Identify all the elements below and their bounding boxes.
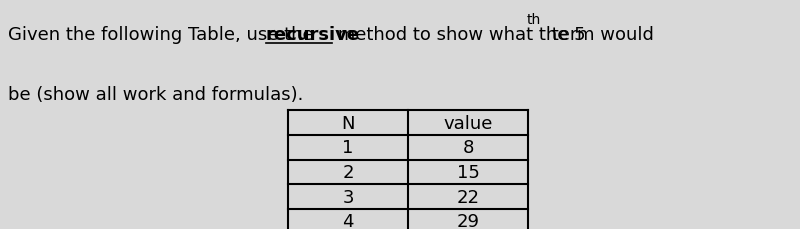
Text: 4: 4	[342, 213, 354, 229]
Text: N: N	[342, 114, 354, 132]
Text: 15: 15	[457, 163, 479, 181]
Text: 22: 22	[457, 188, 479, 206]
Text: 1: 1	[342, 139, 354, 157]
Text: 3: 3	[342, 188, 354, 206]
Text: 29: 29	[457, 213, 479, 229]
Text: method to show what the 5: method to show what the 5	[332, 26, 586, 44]
Text: recursive: recursive	[266, 26, 360, 44]
Text: th: th	[526, 13, 541, 27]
Text: 2: 2	[342, 163, 354, 181]
Text: value: value	[443, 114, 493, 132]
Text: be (show all work and formulas).: be (show all work and formulas).	[8, 85, 303, 103]
Text: 8: 8	[462, 139, 474, 157]
Text: term would: term would	[546, 26, 654, 44]
Text: Given the following Table, use the: Given the following Table, use the	[8, 26, 319, 44]
